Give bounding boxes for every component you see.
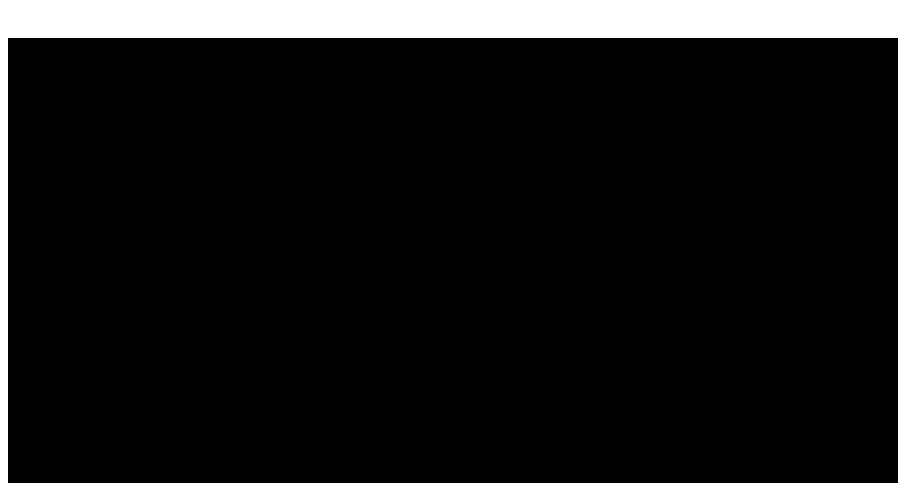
- wordcloud-canvas: [8, 38, 898, 483]
